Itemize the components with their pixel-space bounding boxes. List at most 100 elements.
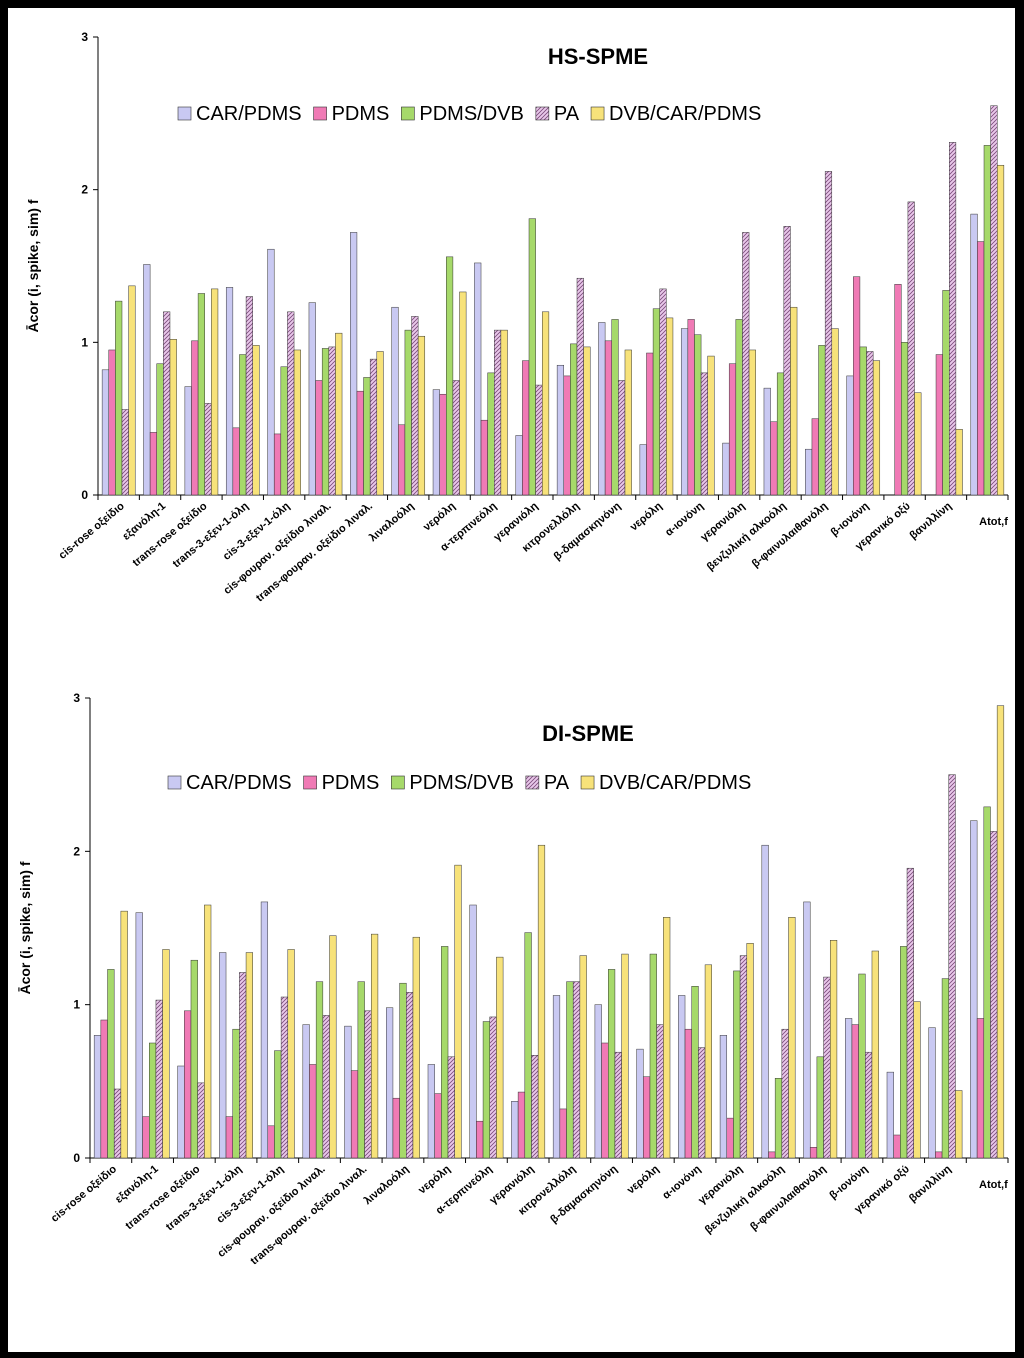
bar-pdms-21 <box>977 241 985 496</box>
bar-pdms-19 <box>894 284 902 496</box>
bar-pa-15 <box>742 232 750 496</box>
bar-pdms-dvb-15 <box>735 319 743 496</box>
bar-pa-14 <box>700 372 708 496</box>
bar-pdms-dvb-1 <box>149 1042 157 1159</box>
bar-pdms-9 <box>476 1120 484 1159</box>
bar-car-pdms-16 <box>763 387 771 496</box>
bar-pdms-dvb-14 <box>694 334 702 496</box>
bar-pa-0 <box>113 1088 122 1159</box>
bar-pdms-7 <box>392 1097 400 1159</box>
bar-pdms-dvb-13 <box>649 953 657 1159</box>
bar-pdms-17 <box>809 1147 818 1159</box>
bar-pdms-1 <box>149 432 157 496</box>
bar-pdms-dvb-3 <box>232 1028 240 1159</box>
bar-car-pdms-21 <box>970 820 978 1159</box>
legend-label: PDMS/DVB <box>409 772 513 794</box>
bar-car-pdms-17 <box>803 901 811 1159</box>
bar-car-pdms-4 <box>260 901 269 1159</box>
x-tick-label: βανιλλίνη <box>907 500 954 542</box>
bar-car-pdms-13 <box>636 1048 644 1159</box>
bar-pdms-4 <box>267 1125 275 1159</box>
bar-pa-14 <box>698 1047 706 1159</box>
bar-pdms-dvb-8 <box>441 946 449 1159</box>
legend-label: PDMS <box>332 103 390 125</box>
bar-pa-13 <box>659 288 667 496</box>
bar-pdms-11 <box>563 375 571 496</box>
bar-car-pdms-14 <box>678 995 686 1159</box>
bar-pa-7 <box>406 992 414 1159</box>
bar-pdms-13 <box>643 1076 651 1159</box>
bar-car-pdms-20 <box>928 1027 936 1159</box>
y-tick-label: 0 <box>73 1151 80 1165</box>
y-tick-label: 3 <box>81 30 88 44</box>
bar-pdms-dvb-13 <box>652 308 660 496</box>
x-tick-label: β-φαινυλαιθανόλη <box>750 500 831 570</box>
bar-car-pdms-4 <box>267 248 275 496</box>
x-tick-label: Atot,f <box>979 1179 1008 1191</box>
bar-pa-6 <box>369 358 378 496</box>
legend-label: PDMS <box>322 772 380 794</box>
bar-pdms-dvb-20 <box>941 978 949 1159</box>
bar-pa-17 <box>823 976 831 1159</box>
bar-car-pdms-13 <box>639 444 647 496</box>
bar-car-pdms-8 <box>432 389 440 496</box>
bar-pa-2 <box>204 403 212 496</box>
bar-pdms-dvb-11 <box>566 981 574 1159</box>
bar-pdms-dvb-10 <box>524 932 532 1159</box>
bar-pa-13 <box>656 1024 664 1159</box>
x-tick-label: βενζυλική αλκοόλη <box>705 500 789 573</box>
bar-pdms-11 <box>559 1108 567 1159</box>
bar-dvb-car-pdms-2 <box>204 904 212 1159</box>
bar-pdms-12 <box>601 1042 609 1159</box>
bar-pa-21 <box>990 105 998 496</box>
y-tick-label: 2 <box>73 844 80 858</box>
bar-car-pdms-6 <box>350 232 358 496</box>
bar-pa-9 <box>494 329 502 496</box>
bar-pdms-17 <box>811 418 819 496</box>
bar-car-pdms-3 <box>225 287 234 496</box>
legend-label: PA <box>544 772 570 794</box>
legend-swatch <box>313 106 327 121</box>
bar-car-pdms-3 <box>219 952 227 1159</box>
bar-pdms-8 <box>434 1093 442 1159</box>
bar-dvb-car-pdms-15 <box>748 349 756 496</box>
bar-pdms-12 <box>604 340 612 496</box>
bar-car-pdms-9 <box>474 262 482 496</box>
bar-pdms-dvb-21 <box>983 145 991 496</box>
bar-dvb-car-pdms-7 <box>417 335 426 496</box>
bar-pdms-dvb-21 <box>983 806 991 1159</box>
bar-pdms-dvb-6 <box>363 377 371 496</box>
bar-car-pdms-19 <box>886 1071 894 1159</box>
bar-pdms-dvb-2 <box>190 959 198 1159</box>
legend-swatch <box>580 775 595 790</box>
chart-title: DI-SPME <box>542 721 634 746</box>
bar-car-pdms-2 <box>177 1065 185 1159</box>
bar-pdms-dvb-5 <box>321 348 330 496</box>
bar-pdms-dvb-9 <box>487 372 495 496</box>
bar-pa-19 <box>906 867 914 1159</box>
bar-pdms-dvb-1 <box>156 363 164 496</box>
legend-label: PDMS/DVB <box>419 103 523 125</box>
bar-pa-5 <box>328 346 336 496</box>
bar-dvb-car-pdms-14 <box>707 355 715 496</box>
bar-dvb-car-pdms-10 <box>541 311 550 496</box>
bar-pdms-6 <box>356 390 364 496</box>
bar-pa-8 <box>447 1056 455 1159</box>
bar-dvb-car-pdms-17 <box>829 940 838 1159</box>
bar-car-pdms-15 <box>722 442 730 496</box>
bar-pdms-19 <box>893 1134 901 1159</box>
bar-car-pdms-1 <box>135 912 143 1159</box>
bar-pa-11 <box>576 277 584 496</box>
bar-pdms-20 <box>935 1151 943 1159</box>
bar-pdms-dvb-3 <box>239 354 247 496</box>
x-tick-label: cis-rose οξείδιο <box>57 500 127 562</box>
bar-pa-8 <box>452 380 460 496</box>
bar-pdms-5 <box>309 1064 317 1159</box>
bar-car-pdms-8 <box>427 1064 435 1159</box>
bar-dvb-car-pdms-9 <box>500 329 508 496</box>
bar-car-pdms-0 <box>101 369 110 496</box>
bar-pdms-dvb-2 <box>197 293 205 496</box>
legend-swatch <box>590 106 605 121</box>
x-tick-label: νερόλη <box>625 1163 662 1197</box>
bar-pa-0 <box>121 409 129 496</box>
